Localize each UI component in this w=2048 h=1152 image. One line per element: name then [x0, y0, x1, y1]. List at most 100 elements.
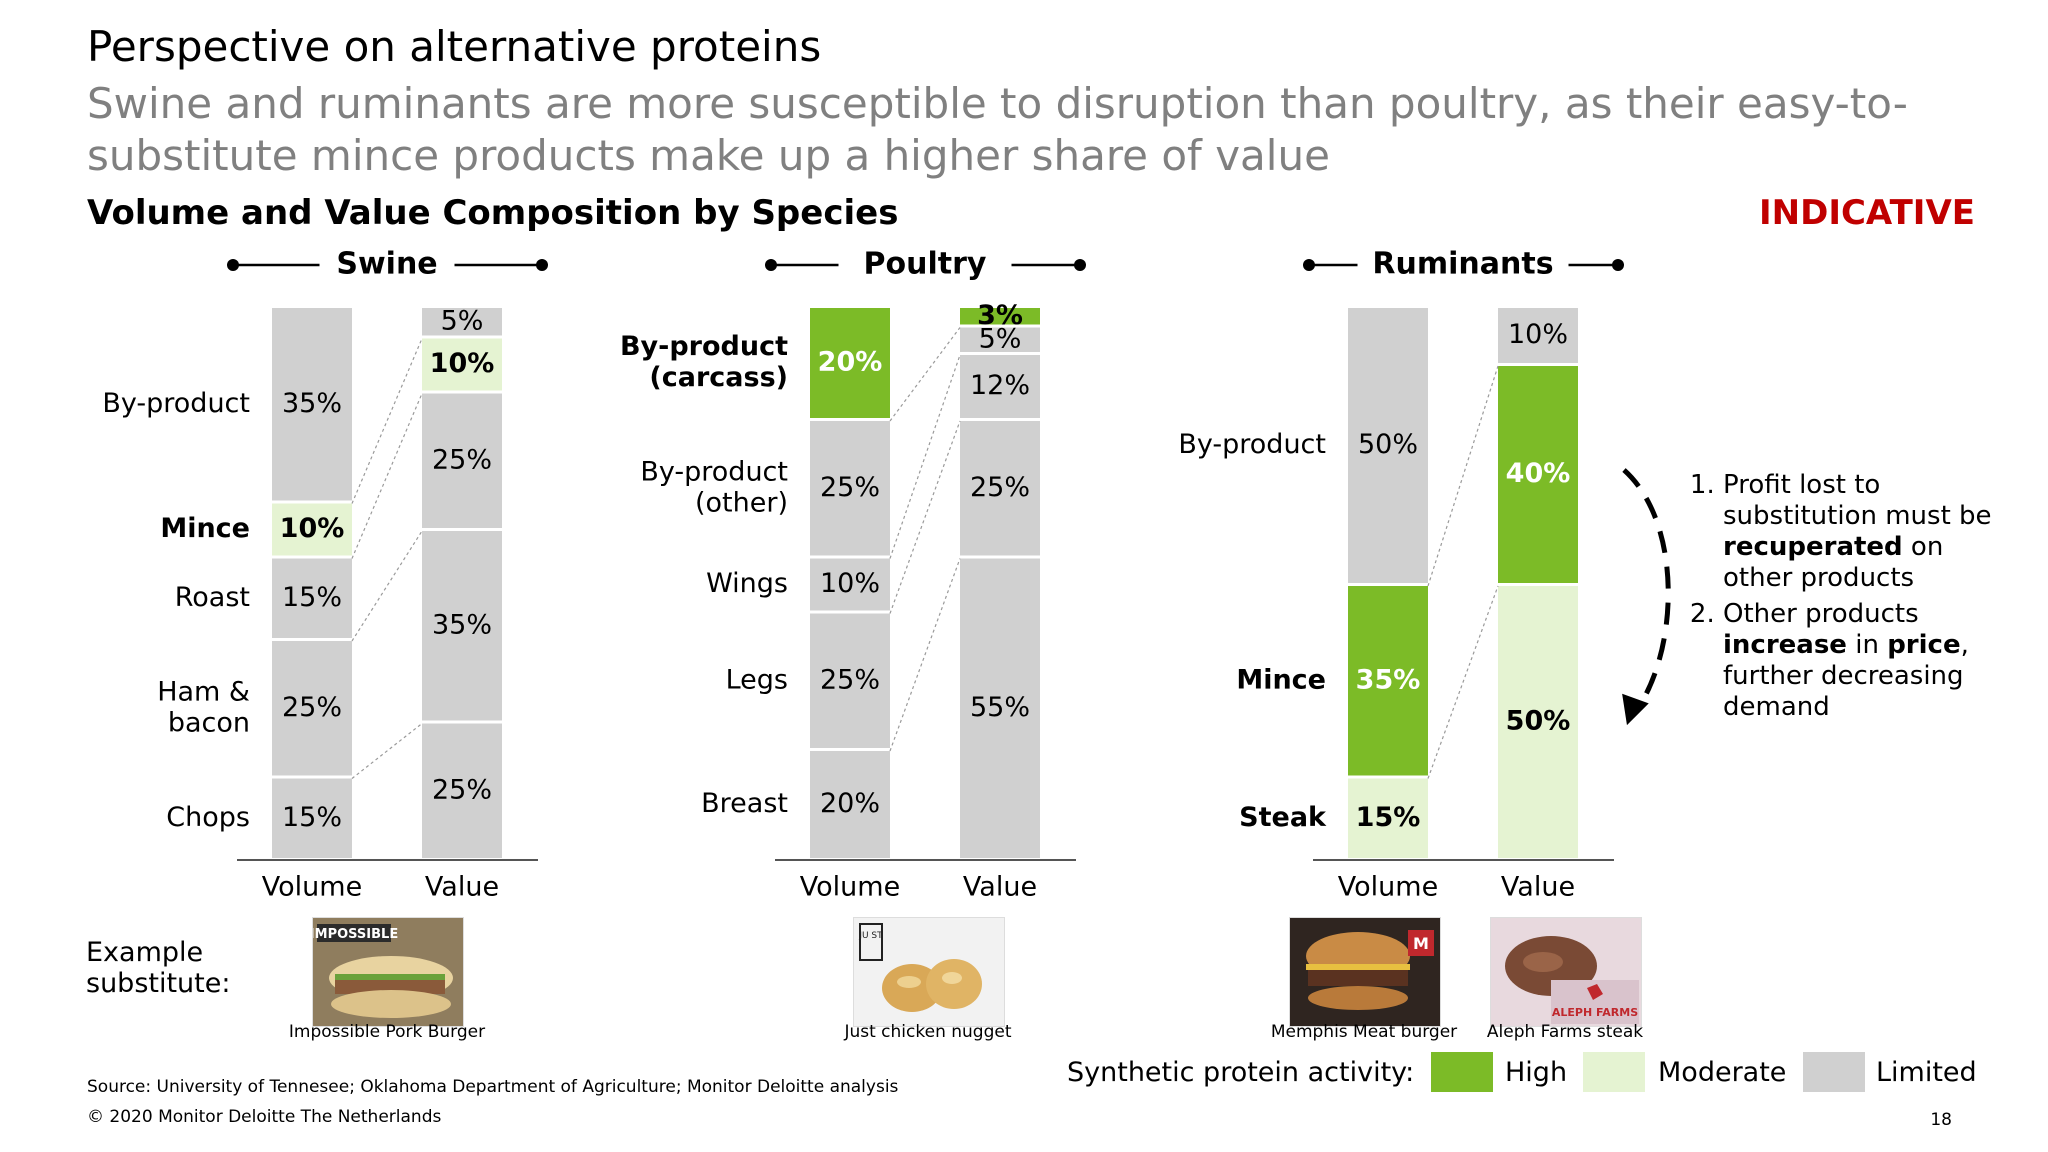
swine-value-label-0: 25% — [432, 774, 492, 805]
legend-title: Synthetic protein activity: — [1067, 1057, 1415, 1088]
poultry-xtick-volume: Volume — [800, 872, 900, 903]
swine-xtick-volume: Volume — [262, 872, 362, 903]
swine-connector-2 — [351, 393, 423, 559]
memphis-brand-text: M — [1413, 934, 1429, 953]
example-caption-3: Memphis Meat burger — [1270, 1022, 1458, 1042]
legend-swatch-moderate — [1583, 1052, 1645, 1092]
swine-value-bar-2 — [422, 393, 502, 528]
poultry-connector-3 — [889, 327, 961, 422]
poultry-volume-bar-4 — [810, 308, 890, 418]
swine-volume-label-0: 15% — [282, 802, 342, 833]
swine-value-label-1: 35% — [432, 609, 492, 640]
ruminants-xtick-value: Value — [1501, 872, 1575, 903]
swine-xtick-value: Value — [425, 872, 499, 903]
legend-swatch-limited — [1803, 1052, 1865, 1092]
aleph-farms-steak-photo: ALEPH FARMS — [1490, 917, 1642, 1027]
poultry-connector-2 — [889, 354, 961, 559]
poultry-volume-label-1: 25% — [820, 664, 880, 695]
poultry-header-dot-left — [765, 259, 777, 271]
poultry-category-label-3-1: (other) — [695, 487, 788, 518]
swine-category-label-3: Mince — [160, 513, 250, 544]
ruminants-header: Ruminants — [1372, 247, 1553, 282]
page-subtitle: Swine and ruminants are more susceptible… — [87, 79, 1908, 180]
swine-value-bar-4 — [422, 308, 502, 336]
legend-label-high: High — [1505, 1057, 1568, 1088]
ruminants-volume-label-0: 15% — [1356, 802, 1421, 833]
just-chicken-nugget-photo: JU ST — [853, 917, 1005, 1027]
ruminants-volume-label-2: 50% — [1358, 429, 1418, 460]
profit-notes: Profit lost to substitution must be recu… — [1685, 470, 2005, 728]
ruminants-xtick-volume: Volume — [1338, 872, 1438, 903]
ruminants-header-dot-right — [1612, 259, 1624, 271]
example-caption-4: Aleph Farms steak — [1486, 1022, 1644, 1042]
poultry-connector-0 — [889, 558, 961, 752]
poultry-category-label-2: Wings — [706, 568, 788, 599]
swine-volume-bar-4 — [272, 308, 352, 501]
swine-category-label-1-1: bacon — [168, 707, 250, 738]
price-shift-arrow — [1622, 468, 1671, 707]
legend-swatch-high — [1431, 1052, 1493, 1092]
poultry-header: Poultry — [864, 247, 987, 282]
example-caption-1: Impossible Pork Burger — [288, 1022, 486, 1042]
impossible-brand-text: IMPOSSIBLE — [313, 927, 398, 942]
swine-connector-3 — [351, 338, 423, 504]
swine-volume-bar-0 — [272, 778, 352, 858]
page-number: 18 — [1930, 1110, 1952, 1130]
chart-section-title: Volume and Value Composition by Species — [87, 193, 899, 233]
poultry-connector-1 — [889, 420, 961, 614]
swine-value-bar-0 — [422, 723, 502, 858]
poultry-volume-label-2: 10% — [820, 568, 880, 599]
swine-category-label-0: Chops — [166, 802, 250, 833]
poultry-volume-bar-1 — [810, 613, 890, 748]
page-title: Perspective on alternative proteins — [87, 22, 822, 71]
swine-value-label-3: 10% — [430, 348, 495, 379]
ruminants-volume-bar-0 — [1348, 778, 1428, 858]
ruminants-category-label-0: Steak — [1239, 802, 1327, 833]
example-substitute-label: Example substitute: — [86, 937, 231, 999]
poultry-category-label-3-0: By-product — [640, 456, 788, 487]
ruminants-header-dot-left — [1303, 259, 1315, 271]
poultry-volume-label-4: 20% — [818, 347, 883, 378]
swine-header: Swine — [336, 247, 437, 282]
poultry-category-label-4-1: (carcass) — [649, 362, 788, 393]
ruminants-value-bar-1 — [1498, 366, 1578, 583]
poultry-category-label-0: Breast — [701, 788, 788, 819]
swine-category-label-2: Roast — [175, 582, 250, 613]
swine-connector-0 — [351, 723, 423, 779]
indicative-badge: INDICATIVE — [1759, 193, 1975, 233]
swine-header-dot-left — [227, 259, 239, 271]
ruminants-connector-1 — [1427, 365, 1499, 587]
ruminants-connector-0 — [1427, 585, 1499, 779]
poultry-volume-bar-0 — [810, 751, 890, 858]
ruminants-volume-bar-2 — [1348, 308, 1428, 583]
just-brand-text: JU ST — [858, 931, 883, 941]
ruminants-value-label-0: 50% — [1506, 706, 1571, 737]
swine-volume-label-3: 10% — [280, 513, 345, 544]
ruminants-volume-bar-1 — [1348, 586, 1428, 776]
poultry-value-label-3: 5% — [979, 323, 1022, 354]
swine-volume-bar-2 — [272, 558, 352, 638]
poultry-value-label-2: 12% — [970, 370, 1030, 401]
swine-category-label-4: By-product — [102, 388, 250, 419]
ruminants-value-label-2: 10% — [1508, 319, 1568, 350]
copyright-note: © 2020 Monitor Deloitte The Netherlands — [87, 1107, 442, 1127]
swine-volume-bar-3 — [272, 503, 352, 556]
poultry-category-label-4-0: By-product — [620, 331, 788, 362]
impossible-pork-burger-photo: IMPOSSIBLE — [312, 917, 464, 1027]
poultry-volume-label-3: 25% — [820, 472, 880, 503]
source-note: Source: University of Tennesee; Oklahoma… — [87, 1077, 899, 1097]
ruminants-value-label-1: 40% — [1506, 458, 1571, 489]
swine-volume-label-2: 15% — [282, 582, 342, 613]
poultry-value-label-1: 25% — [970, 472, 1030, 503]
poultry-xtick-value: Value — [963, 872, 1037, 903]
swine-value-label-4: 5% — [441, 305, 484, 336]
legend-label-limited: Limited — [1876, 1057, 1977, 1088]
poultry-value-bar-4 — [960, 308, 1040, 325]
legend-label-moderate: Moderate — [1658, 1057, 1787, 1088]
swine-value-bar-3 — [422, 338, 502, 391]
note-item-1: Profit lost to substitution must be recu… — [1723, 470, 2005, 594]
poultry-value-bar-0 — [960, 558, 1040, 858]
note-item-2: Other products increase in price, furthe… — [1723, 599, 2005, 723]
poultry-value-bar-1 — [960, 421, 1040, 556]
